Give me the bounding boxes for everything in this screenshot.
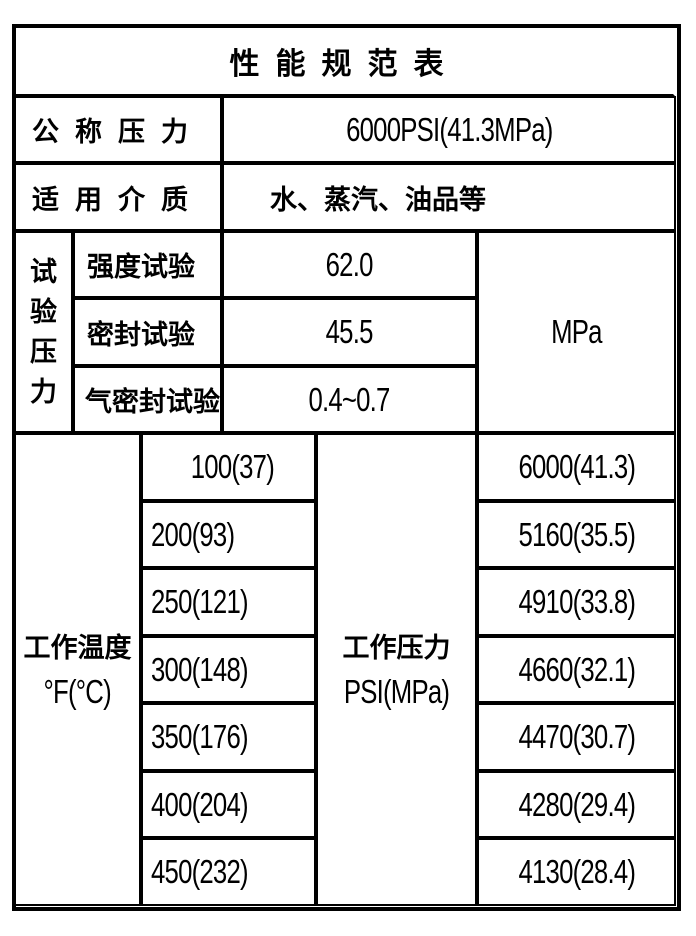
test-pressure-char: 压 <box>30 337 57 367</box>
seal-test-label: 密封试验 <box>87 319 195 350</box>
seal-test-value-cell: 45.5 <box>222 298 477 366</box>
temp-cell: 100(37) <box>141 433 316 501</box>
test-pressure-char: 力 <box>30 377 57 407</box>
temp-cell: 450(232) <box>141 838 316 906</box>
pressure-cell: 4280(29.4) <box>477 771 676 838</box>
medium-label-cell: 适用介质 <box>14 163 222 231</box>
working-pressure-label-cell: 工作压力 PSI(MPa) <box>316 433 477 906</box>
test-pressure-char: 验 <box>30 297 57 327</box>
nominal-pressure-value: 6000PSI(41.3MPa) <box>345 110 553 148</box>
temp-cell: 200(93) <box>141 501 316 568</box>
pressure-cell: 4910(33.8) <box>477 568 676 636</box>
pressure-value: 4280(29.4) <box>518 785 635 823</box>
working-temp-label: 工作温度 <box>23 632 132 663</box>
air-seal-test-value: 0.4~0.7 <box>308 380 391 418</box>
seal-test-label-cell: 密封试验 <box>73 298 222 366</box>
strength-test-label-cell: 强度试验 <box>73 231 222 298</box>
air-seal-test-label-cell: 气密封试验 <box>73 366 222 433</box>
nominal-pressure-label-cell: 公称压力 <box>14 96 222 163</box>
working-pressure-label: 工作压力 <box>342 632 451 663</box>
air-seal-test-value-cell: 0.4~0.7 <box>222 366 477 433</box>
table-title-cell: 性能规范表 <box>14 26 675 96</box>
temp-value: 450(232) <box>151 853 249 890</box>
temp-value: 250(121) <box>151 583 249 620</box>
temp-value: 350(176) <box>151 718 249 755</box>
temp-cell: 350(176) <box>141 703 316 771</box>
pressure-cell: 6000(41.3) <box>477 433 676 501</box>
temp-value: 100(37) <box>190 448 275 485</box>
pressure-cell: 4470(30.7) <box>477 703 676 771</box>
temp-value: 300(148) <box>151 650 249 688</box>
test-pressure-char: 试 <box>30 257 57 287</box>
medium-label: 适用介质 <box>32 184 204 215</box>
air-seal-test-label: 气密封试验 <box>85 387 220 417</box>
temp-value: 400(204) <box>151 785 249 823</box>
strength-test-value-cell: 62.0 <box>222 231 477 298</box>
temp-value: 200(93) <box>151 515 235 553</box>
pressure-value: 6000(41.3) <box>518 448 635 485</box>
temp-cell: 400(204) <box>141 771 316 838</box>
pressure-cell: 5160(35.5) <box>477 501 676 568</box>
test-pressure-unit-cell: MPa <box>477 231 676 433</box>
nominal-pressure-label: 公称压力 <box>32 117 204 147</box>
temp-cell: 300(148) <box>141 636 316 703</box>
temp-cell: 250(121) <box>141 568 316 636</box>
test-pressure-label-cell: 试 验 压 力 <box>14 231 73 433</box>
table-title: 性能规范表 <box>229 48 460 81</box>
test-pressure-unit: MPa <box>551 313 602 350</box>
working-pressure-unit: PSI(MPa) <box>343 672 450 710</box>
pressure-value: 4910(33.8) <box>518 583 635 620</box>
medium-value: 水、蒸汽、油品等 <box>270 184 486 215</box>
strength-test-label: 强度试验 <box>87 252 195 282</box>
working-temp-unit: °F(°C) <box>43 672 112 710</box>
medium-value-cell: 水、蒸汽、油品等 <box>222 163 676 231</box>
nominal-pressure-value-cell: 6000PSI(41.3MPa) <box>222 96 676 163</box>
seal-test-value: 45.5 <box>326 313 374 350</box>
pressure-cell: 4130(28.4) <box>477 838 676 906</box>
pressure-value: 4130(28.4) <box>518 853 635 890</box>
working-temp-label-cell: 工作温度 °F(°C) <box>14 433 141 906</box>
pressure-value: 4660(32.1) <box>518 650 635 688</box>
pressure-value: 4470(30.7) <box>518 718 635 755</box>
pressure-value: 5160(35.5) <box>518 515 635 553</box>
strength-test-value: 62.0 <box>326 245 374 283</box>
pressure-cell: 4660(32.1) <box>477 636 676 703</box>
